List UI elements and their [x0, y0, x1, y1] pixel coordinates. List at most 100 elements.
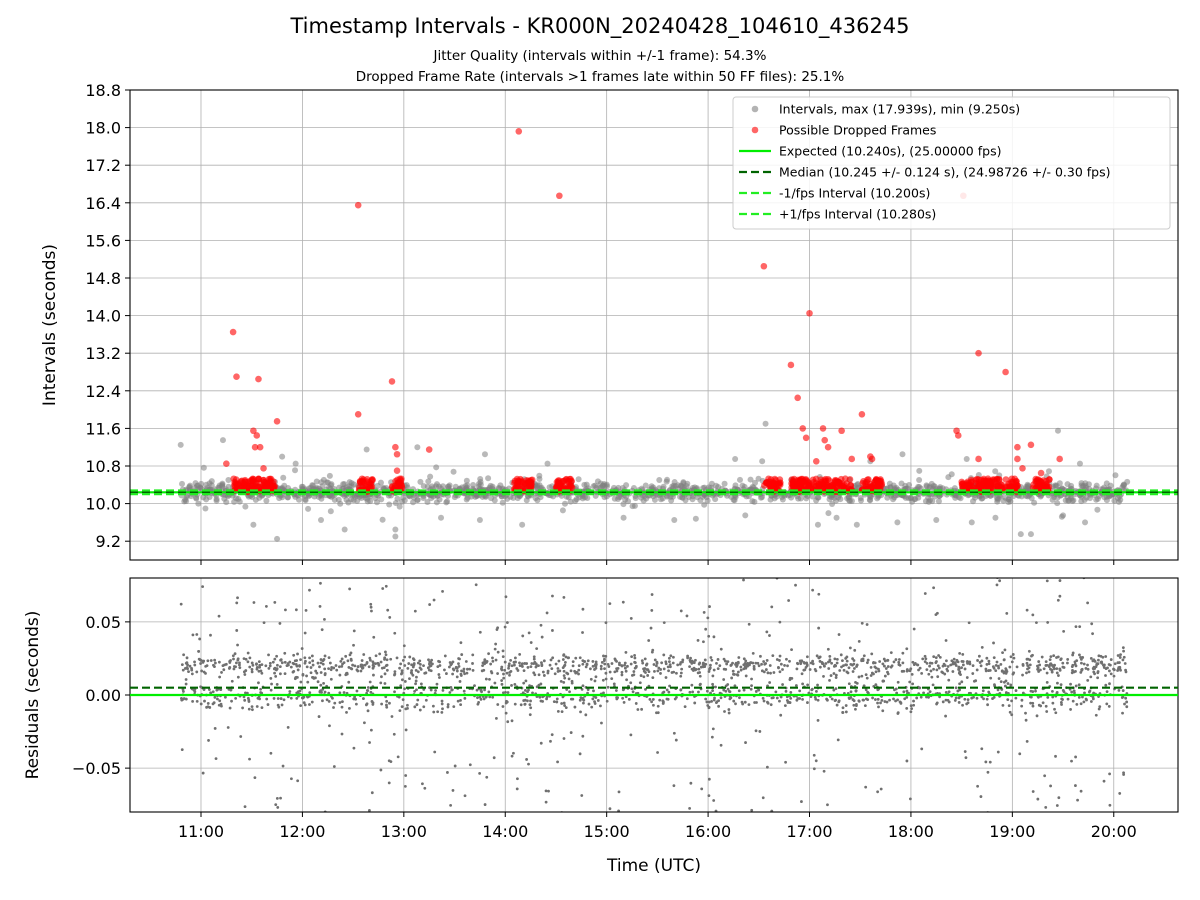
residual-point [909, 710, 913, 714]
residual-point [834, 673, 838, 677]
residual-point [910, 672, 914, 676]
residual-point [338, 673, 342, 677]
interval-point [1028, 495, 1035, 502]
residual-point [340, 657, 344, 661]
residual-point [701, 661, 705, 665]
residual-point [230, 679, 234, 683]
residual-point [321, 662, 325, 666]
residual-point [458, 657, 461, 661]
residual-point [864, 697, 868, 701]
residual-point [1031, 690, 1035, 693]
residual-point [269, 688, 273, 692]
residual-point [500, 814, 503, 817]
residual-point [667, 656, 671, 660]
residual-point [385, 658, 389, 662]
residual-point [1050, 664, 1054, 667]
dropped-frame-point [518, 478, 526, 486]
residual-point [737, 689, 741, 693]
residual-point [794, 583, 797, 587]
residual-point [784, 760, 787, 764]
residual-point [1092, 670, 1096, 674]
residual-point [429, 669, 433, 673]
residual-point [418, 659, 422, 663]
dropped-frame-point [1056, 455, 1063, 463]
residual-point [201, 660, 205, 664]
interval-point [992, 468, 999, 475]
residual-point [504, 701, 508, 705]
residual-point [319, 658, 323, 661]
residual-point [928, 690, 932, 694]
residual-point [500, 679, 504, 682]
residual-point [482, 668, 486, 672]
residual-point [1042, 667, 1046, 671]
x-tick-label: 19:00 [989, 822, 1035, 841]
residual-point [504, 711, 508, 715]
residual-point [1031, 704, 1035, 708]
residual-point [352, 746, 356, 750]
residual-point [391, 574, 394, 577]
interval-point [742, 512, 749, 519]
residual-point [527, 631, 531, 635]
residual-point [830, 697, 834, 701]
residual-point [724, 689, 728, 693]
residual-point [265, 697, 269, 701]
interval-point [663, 478, 670, 485]
interval-point [252, 496, 259, 503]
residual-point [421, 782, 424, 786]
residual-point [835, 703, 839, 707]
residual-point [257, 669, 261, 673]
residual-point [822, 675, 825, 678]
residual-point [954, 567, 957, 570]
residual-point [658, 698, 662, 702]
residual-point [581, 734, 585, 738]
residual-point [947, 678, 951, 682]
residual-point [817, 626, 821, 630]
residual-point [493, 647, 497, 651]
dropped-frame-point [388, 378, 396, 385]
residual-point [583, 660, 587, 663]
residual-point [992, 656, 996, 660]
residual-point [281, 764, 285, 768]
residual-point [502, 676, 506, 680]
residual-point [347, 665, 351, 669]
dropped-frame-point [801, 476, 809, 484]
residual-point [673, 697, 677, 701]
residual-point [503, 668, 507, 672]
dropped-frame-point [760, 262, 768, 270]
residual-point [710, 658, 714, 662]
residual-point [220, 671, 223, 674]
residual-point [779, 713, 783, 717]
residual-point [1074, 784, 1077, 787]
residual-point [845, 655, 849, 659]
bottom-y-tick-label: 0.05 [85, 613, 121, 632]
residual-point [641, 814, 644, 817]
residual-point [349, 651, 353, 655]
residual-point [233, 665, 236, 668]
residual-point [311, 676, 315, 679]
interval-point [1027, 531, 1034, 538]
y-axis-label-intervals: Intervals (seconds) [40, 244, 60, 406]
residual-point [370, 609, 373, 613]
residual-point [451, 660, 455, 664]
residual-point [1008, 710, 1012, 714]
residual-point [873, 698, 877, 701]
residual-point [1037, 660, 1041, 663]
residual-point [306, 680, 310, 684]
residual-point [218, 675, 222, 679]
residual-point [987, 690, 991, 694]
residual-point [214, 757, 218, 761]
interval-point [208, 482, 215, 489]
residual-point [1074, 815, 1077, 818]
dropped-frame-point [799, 425, 807, 432]
residual-point [219, 688, 223, 692]
residual-point [897, 660, 901, 664]
residual-point [283, 660, 287, 664]
residual-point [501, 705, 505, 708]
interval-point [847, 497, 854, 504]
residual-point [918, 666, 922, 670]
residual-point [320, 690, 323, 694]
residual-point [729, 664, 733, 667]
residual-point [756, 661, 760, 665]
residual-point [479, 689, 483, 692]
residual-point [953, 699, 957, 702]
